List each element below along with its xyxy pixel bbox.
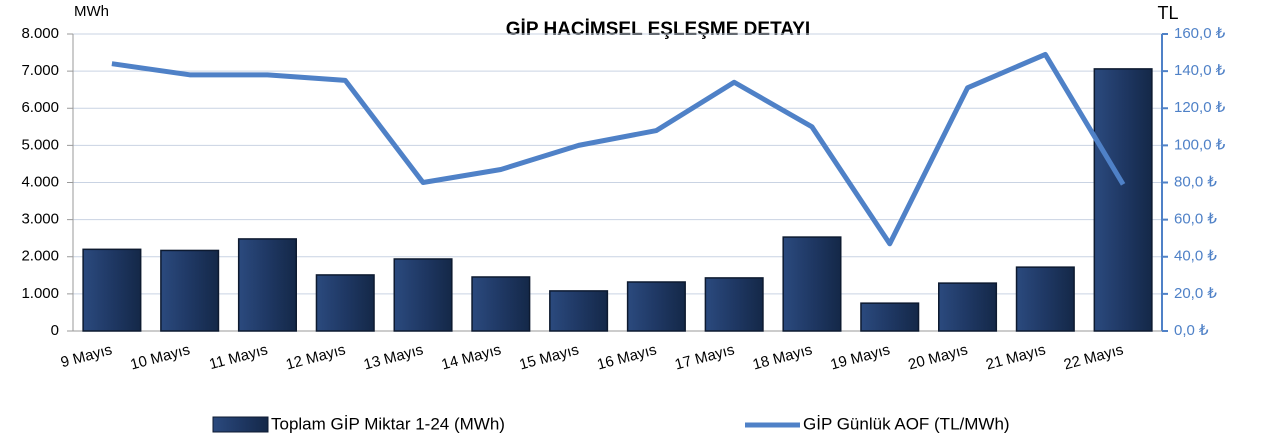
bar bbox=[471, 276, 531, 332]
y-tick-label: 7.000 bbox=[21, 62, 59, 79]
x-tick-label: 10 Mayıs bbox=[129, 341, 192, 373]
bar bbox=[704, 277, 764, 332]
y2-tick-label: 40,0 ₺ bbox=[1174, 248, 1217, 265]
y2-tick-label: 160,0 ₺ bbox=[1174, 25, 1226, 42]
y2-tick-label: 100,0 ₺ bbox=[1174, 136, 1226, 153]
bar bbox=[237, 238, 297, 332]
x-tick-label: 13 Mayıs bbox=[362, 341, 425, 373]
y-tick-label: 5.000 bbox=[21, 136, 59, 153]
legend-label: GİP Günlük AOF (TL/MWh) bbox=[803, 414, 1010, 433]
bar bbox=[393, 258, 453, 332]
bar bbox=[315, 274, 375, 332]
y2-tick-label: 0,0 ₺ bbox=[1174, 322, 1209, 339]
y2-tick-label: 60,0 ₺ bbox=[1174, 211, 1217, 228]
bar bbox=[549, 290, 609, 332]
x-tick-label: 21 Mayıs bbox=[984, 341, 1047, 373]
bar bbox=[160, 249, 220, 332]
bar bbox=[1015, 266, 1075, 332]
line bbox=[111, 51, 1126, 247]
y-tick-label: 8.000 bbox=[21, 25, 59, 42]
bar bbox=[938, 282, 998, 332]
y-tick-label: 6.000 bbox=[21, 99, 59, 116]
y-tick-label: 3.000 bbox=[21, 211, 59, 228]
legend-label: Toplam GİP Miktar 1-24 (MWh) bbox=[271, 414, 505, 433]
legend-swatch bbox=[212, 416, 269, 433]
y-tick-label: 1.000 bbox=[21, 285, 59, 302]
x-tick-label: 11 Mayıs bbox=[207, 341, 269, 373]
bar bbox=[1093, 68, 1153, 332]
bar bbox=[782, 236, 842, 332]
y2-unit: TL bbox=[1157, 3, 1178, 23]
x-tick-label: 16 Mayıs bbox=[595, 341, 658, 373]
y-tick-label: 2.000 bbox=[21, 248, 59, 265]
x-tick-label: 15 Mayıs bbox=[517, 341, 580, 373]
x-tick-label: 17 Mayıs bbox=[673, 341, 736, 373]
y2-tick-label: 80,0 ₺ bbox=[1174, 173, 1217, 190]
y2-tick-label: 140,0 ₺ bbox=[1174, 62, 1226, 79]
bar bbox=[82, 248, 142, 332]
x-tick-label: 18 Mayıs bbox=[751, 341, 814, 373]
bar bbox=[626, 281, 686, 332]
x-tick-label: 9 Mayıs bbox=[59, 341, 114, 371]
y-tick-label: 0 bbox=[51, 322, 59, 339]
y2-tick-label: 120,0 ₺ bbox=[1174, 99, 1226, 116]
bar bbox=[860, 302, 920, 332]
chart-title: GİP HACİMSEL EŞLEŞME DETAYI bbox=[506, 19, 810, 40]
y-tick-label: 4.000 bbox=[21, 173, 59, 190]
y-unit: MWh bbox=[74, 3, 109, 20]
x-tick-label: 19 Mayıs bbox=[829, 341, 892, 373]
x-tick-label: 12 Mayıs bbox=[284, 341, 347, 373]
y2-tick-label: 20,0 ₺ bbox=[1174, 285, 1217, 302]
x-tick-label: 20 Mayıs bbox=[906, 341, 969, 373]
x-tick-label: 22 Mayıs bbox=[1062, 341, 1125, 373]
x-tick-label: 14 Mayıs bbox=[440, 341, 503, 373]
